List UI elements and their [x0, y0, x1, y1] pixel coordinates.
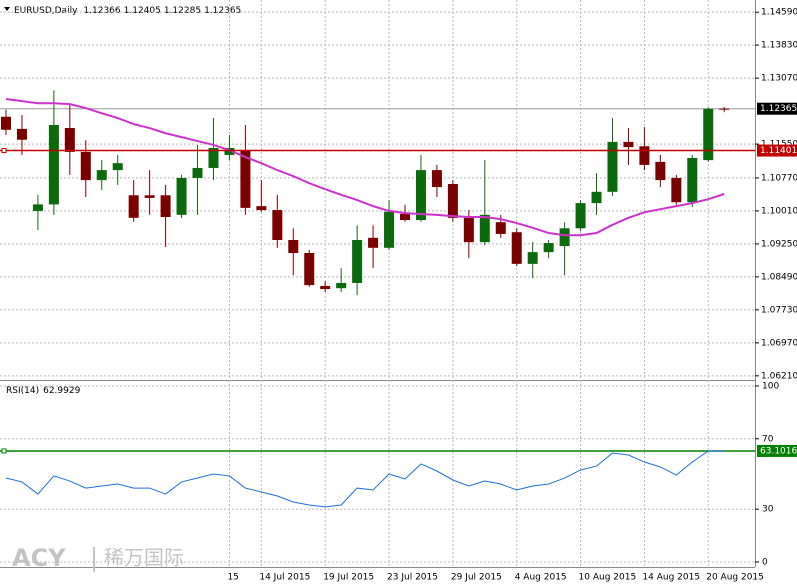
- candle-body: [495, 222, 506, 234]
- candle-body: [591, 191, 602, 204]
- rsi-value: 62.9929: [43, 386, 80, 396]
- x-tick-label: 19 Jul 2015: [323, 573, 374, 583]
- candle-body: [447, 184, 458, 218]
- candle-body: [639, 146, 650, 165]
- watermark-cn: 稀万国际: [104, 546, 184, 570]
- price-label-box: [757, 102, 797, 115]
- level-marker: [1, 448, 7, 454]
- candle-body: [192, 167, 203, 178]
- candle-body: [128, 195, 139, 218]
- candle-body: [479, 214, 490, 243]
- x-tick-label: 23 Jul 2015: [387, 573, 438, 583]
- watermark-brand: ACY: [12, 544, 66, 572]
- rsi-header: RSI(14) 62.9929: [6, 386, 81, 396]
- y-tick-label: 1.06970: [761, 338, 797, 348]
- candle-body: [655, 161, 666, 181]
- candle-body: [336, 282, 347, 289]
- y-tick-label: 1.08490: [761, 272, 797, 282]
- candle-body: [304, 253, 315, 286]
- candle-body: [607, 141, 618, 192]
- candle-body: [559, 228, 570, 247]
- y-tick-label: 1.10770: [761, 173, 797, 183]
- level-marker: [1, 148, 7, 154]
- candle-body: [463, 217, 474, 243]
- rsi-title: RSI(14): [6, 386, 39, 396]
- candle-body: [527, 252, 538, 264]
- y-tick-label: 1.13070: [761, 74, 797, 84]
- candle-body: [16, 128, 27, 140]
- menu-arrow: [4, 7, 10, 11]
- candle-body: [671, 177, 682, 203]
- candle-body: [687, 157, 698, 203]
- level-label-box: [757, 444, 797, 457]
- x-tick-label: 4 Aug 2015: [515, 573, 567, 583]
- y-tick-label: 1.10010: [761, 206, 797, 216]
- candle-body: [431, 170, 442, 188]
- candle-body: [288, 239, 299, 254]
- candle-body: [272, 210, 283, 240]
- y-tick-label: 70: [762, 434, 774, 444]
- candle-body: [352, 239, 363, 283]
- candle-body: [160, 195, 171, 217]
- candle-body: [368, 237, 379, 248]
- candle-body: [719, 108, 730, 110]
- header-close: 1.12365: [204, 6, 241, 16]
- candle-body: [208, 147, 219, 168]
- candle-body: [112, 163, 123, 171]
- candle-body: [320, 285, 331, 290]
- candle-body: [176, 177, 187, 215]
- y-tick-label: 1.07730: [761, 305, 797, 315]
- level-label: 63.1016: [760, 446, 797, 456]
- moving-average: [5, 97, 725, 237]
- candle-body: [415, 170, 426, 221]
- rsi-line: [5, 450, 725, 508]
- x-tick-label: 14 Jul 2015: [259, 573, 310, 583]
- candle-body: [256, 206, 267, 211]
- candle-body: [1, 116, 11, 130]
- candle-body: [623, 141, 634, 148]
- x-tick-label: 14 Aug 2015: [642, 573, 700, 583]
- candle-body: [144, 195, 155, 198]
- x-tick-label: 15: [227, 573, 238, 583]
- level-label-box: [757, 144, 797, 157]
- x-tick-label: 29 Jul 2015: [451, 573, 502, 583]
- header-high: 1.12405: [124, 6, 161, 16]
- candle-body: [32, 204, 43, 211]
- x-tick-label: 10 Aug 2015: [579, 573, 637, 583]
- candle-body: [96, 170, 107, 181]
- chart-title: EURUSD,Daily: [14, 6, 78, 16]
- y-tick-label: 30: [762, 505, 774, 515]
- chart-header: EURUSD,Daily 1.12366 1.12405 1.12285 1.12365: [14, 6, 241, 16]
- candle-body: [64, 128, 75, 152]
- candle-body: [400, 213, 410, 221]
- y-tick-label: 1.14590: [761, 8, 797, 18]
- candle-body: [384, 211, 395, 248]
- candle-body: [48, 124, 59, 205]
- y-tick-label: 1.09250: [761, 239, 797, 249]
- header-low: 1.12285: [164, 6, 201, 16]
- price-label: 1.12365: [760, 104, 797, 114]
- x-tick-label: 20 Aug 2015: [706, 573, 764, 583]
- candle-body: [703, 108, 714, 161]
- candle-body: [543, 243, 554, 253]
- candle-body: [511, 232, 522, 264]
- y-tick-label: 1.13830: [761, 41, 797, 51]
- y-tick-label: 1.06210: [761, 371, 797, 381]
- candle-body: [240, 150, 251, 208]
- candle-body: [80, 151, 91, 181]
- candle-body: [575, 203, 586, 229]
- candle-body: [224, 147, 235, 155]
- y-tick-label: 100: [762, 382, 779, 392]
- y-tick-label: 0: [762, 558, 768, 568]
- level-label: 1.11401: [760, 146, 797, 156]
- header-open: 1.12366: [83, 6, 120, 16]
